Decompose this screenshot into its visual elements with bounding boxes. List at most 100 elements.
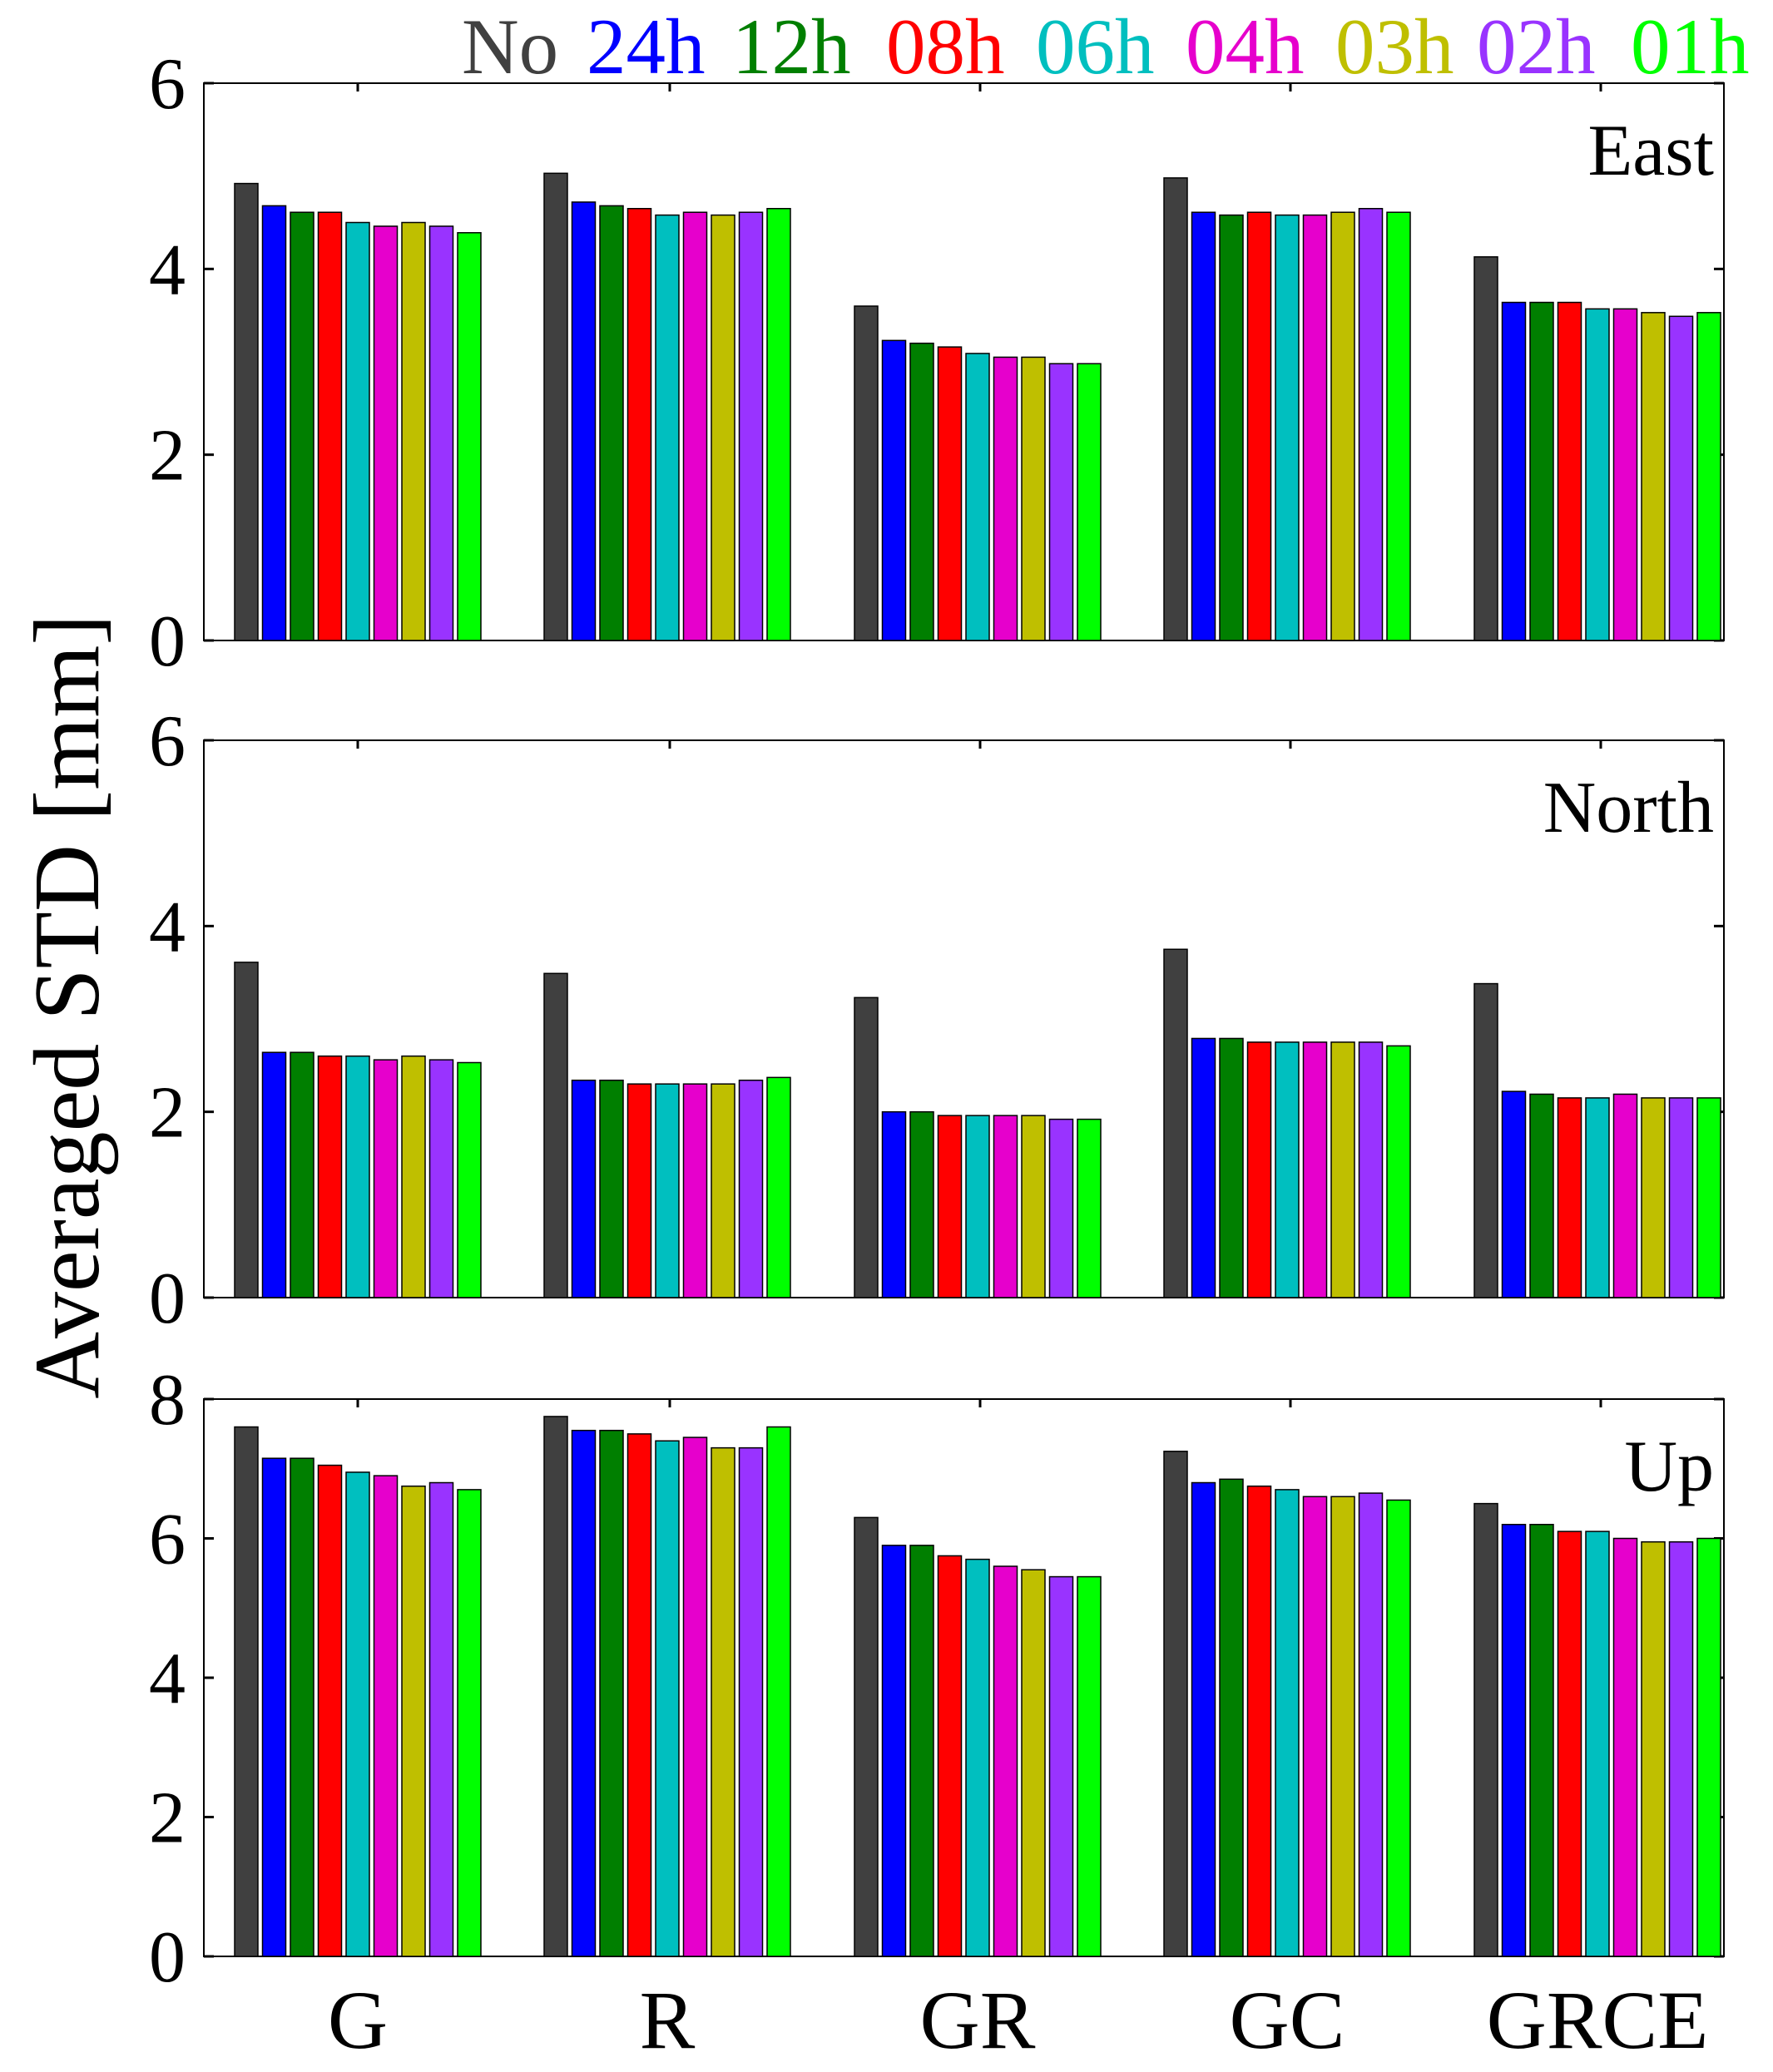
- legend: No 24h 12h 08h 06h 04h 03h 02h 01h: [462, 2, 1750, 91]
- bar-up-grce-03h: [1641, 1540, 1666, 1957]
- bar-up-gc-03h: [1330, 1496, 1355, 1957]
- bar-up-g-02h: [428, 1481, 454, 1957]
- bar-up-grce-08h: [1557, 1531, 1582, 1957]
- bar-east-g-No: [234, 182, 259, 641]
- bar-up-r-12h: [599, 1429, 624, 1957]
- bar-up-gr-04h: [993, 1565, 1018, 1957]
- bar-up-gc-06h: [1275, 1489, 1300, 1957]
- bar-east-grce-08h: [1557, 301, 1582, 641]
- bar-east-grce-04h: [1612, 308, 1638, 641]
- bar-north-r-12h: [599, 1079, 624, 1298]
- bar-east-g-12h: [290, 211, 314, 641]
- bar-up-gr-12h: [909, 1545, 934, 1957]
- panels: 0 2 4 6 East 0 2 4 6 North 0 2 4 6 8 Up: [149, 44, 1725, 1998]
- bar-north-gc-03h: [1330, 1041, 1355, 1298]
- bar-east-grce-03h: [1641, 312, 1666, 641]
- y-tick-label: 8: [149, 1360, 186, 1441]
- bar-up-g-03h: [401, 1485, 426, 1957]
- y-tick-label: 4: [149, 1639, 186, 1719]
- legend-item-03h: 03h: [1335, 2, 1454, 91]
- bar-north-r-24h: [571, 1079, 597, 1298]
- y-tick-label: 2: [149, 416, 186, 497]
- bar-north-grce-12h: [1529, 1093, 1554, 1298]
- y-tick-label: 0: [149, 1259, 186, 1339]
- bar-up-r-02h: [738, 1446, 764, 1957]
- bar-east-g-01h: [457, 232, 482, 641]
- bar-up-gr-No: [854, 1516, 879, 1957]
- bar-east-grce-01h: [1696, 312, 1721, 641]
- y-tick-label: 6: [149, 701, 186, 782]
- bar-up-g-01h: [457, 1489, 482, 1957]
- legend-item-12h: 12h: [732, 2, 851, 91]
- bar-north-gc-24h: [1191, 1037, 1216, 1298]
- bar-up-r-04h: [682, 1437, 708, 1957]
- bar-up-gc-12h: [1219, 1478, 1244, 1957]
- bar-north-r-04h: [682, 1083, 708, 1298]
- bar-north-gc-No: [1163, 948, 1188, 1298]
- bar-east-g-06h: [345, 221, 370, 641]
- bar-up-gr-03h: [1021, 1569, 1046, 1957]
- bar-east-r-24h: [571, 201, 597, 641]
- bar-east-grce-No: [1473, 256, 1498, 641]
- bar-east-gc-12h: [1219, 214, 1244, 641]
- y-tick-label: 4: [149, 887, 186, 967]
- bar-up-gr-02h: [1048, 1575, 1074, 1957]
- legend-item-24h: 24h: [587, 2, 706, 91]
- bar-east-g-02h: [428, 225, 454, 641]
- bar-east-gc-01h: [1386, 211, 1411, 641]
- bar-up-gc-02h: [1358, 1492, 1384, 1957]
- bar-up-grce-01h: [1696, 1537, 1721, 1957]
- bar-north-gr-03h: [1021, 1115, 1046, 1298]
- bar-up-g-06h: [345, 1471, 370, 1957]
- bar-north-g-02h: [428, 1059, 454, 1298]
- bar-north-gr-06h: [965, 1115, 990, 1298]
- bar-north-gr-No: [854, 996, 879, 1298]
- bar-up-g-24h: [261, 1457, 287, 1957]
- bar-east-gr-03h: [1021, 356, 1046, 641]
- bar-north-gc-06h: [1275, 1041, 1300, 1298]
- x-category-label-g: G: [328, 1974, 388, 2066]
- bar-north-r-06h: [655, 1083, 680, 1298]
- bar-north-g-04h: [373, 1059, 399, 1298]
- bar-north-g-12h: [290, 1051, 314, 1298]
- bar-up-grce-02h: [1668, 1540, 1694, 1957]
- bar-up-gr-06h: [965, 1558, 990, 1957]
- bar-east-grce-02h: [1668, 315, 1694, 641]
- legend-item-08h: 08h: [886, 2, 1005, 91]
- y-tick-label: 0: [149, 601, 186, 682]
- legend-item-No: No: [462, 2, 558, 91]
- bar-north-gr-04h: [993, 1115, 1018, 1298]
- bar-up-grce-No: [1473, 1502, 1498, 1957]
- x-category-label-gc: GC: [1230, 1974, 1345, 2066]
- bar-east-grce-24h: [1501, 301, 1527, 641]
- bar-up-grce-04h: [1612, 1537, 1638, 1957]
- bar-up-g-04h: [373, 1475, 399, 1957]
- bar-north-gc-08h: [1246, 1041, 1272, 1298]
- x-category-labels: G R GR GC GRCE: [328, 1974, 1708, 2066]
- legend-item-01h: 01h: [1631, 2, 1750, 91]
- panel-up: 0 2 4 6 8 Up: [149, 1360, 1725, 1998]
- bar-north-g-03h: [401, 1055, 426, 1298]
- bar-north-gr-02h: [1048, 1118, 1074, 1298]
- bar-north-gr-12h: [909, 1110, 934, 1298]
- panel-east: 0 2 4 6 East: [149, 44, 1725, 682]
- bar-east-r-06h: [655, 214, 680, 641]
- y-tick-label: 2: [149, 1778, 186, 1859]
- bar-north-gc-01h: [1386, 1045, 1411, 1298]
- bar-north-gr-08h: [937, 1115, 963, 1298]
- bar-east-g-03h: [401, 221, 426, 641]
- bar-east-grce-12h: [1529, 301, 1554, 641]
- legend-item-02h: 02h: [1477, 2, 1596, 91]
- bar-up-r-24h: [571, 1429, 597, 1957]
- bar-east-gc-06h: [1275, 214, 1300, 641]
- bar-up-gr-24h: [881, 1545, 907, 1957]
- legend-item-04h: 04h: [1186, 2, 1305, 91]
- bar-north-gc-02h: [1358, 1041, 1384, 1298]
- y-tick-label: 6: [149, 44, 186, 125]
- bar-up-gc-01h: [1386, 1499, 1411, 1957]
- bar-north-grce-06h: [1585, 1097, 1610, 1298]
- bar-east-r-04h: [682, 211, 708, 641]
- bar-up-gc-No: [1163, 1451, 1188, 1957]
- bar-north-g-No: [234, 962, 259, 1298]
